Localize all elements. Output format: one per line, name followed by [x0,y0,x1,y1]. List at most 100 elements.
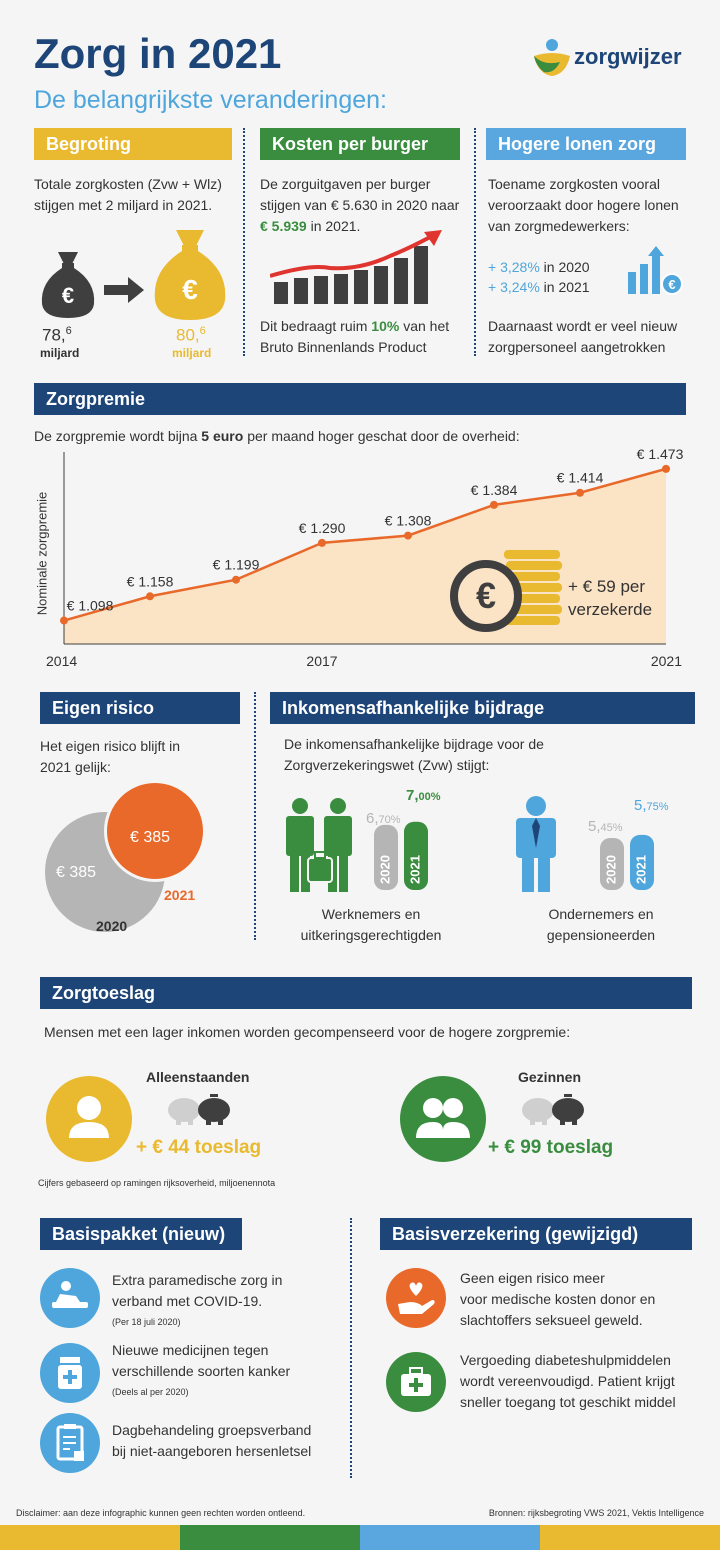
pct-2021-group2: 5,75% [634,797,669,814]
basispakket-item-2: Nieuwe medicijnen tegen verschillende soo… [112,1342,291,1397]
single-person-badge [46,1076,132,1162]
first-aid-kit-icon [401,1367,431,1396]
data-point [404,531,412,540]
basisverzekering-item-2: Vergoeding diabeteshulpmiddelen wordt ver… [460,1352,676,1410]
family-label: Gezinnen [518,1069,582,1085]
value-2021: 80,6 [176,325,206,345]
data-label: € 1.384 [471,482,518,498]
group1-label: Werknemers en uitkeringsgerechtigden [300,906,442,943]
single-label: Alleenstaanden [146,1069,250,1085]
bar-year-label: 2021 [633,855,648,884]
money-bag-yellow-icon: € [154,230,226,320]
heart-hand-icon [398,1282,435,1314]
arrow-right-icon [104,277,144,303]
tag-basisverzekering: Basisverzekering (gewijzigd) [380,1218,692,1250]
money-bag-gray-icon: € [41,252,95,318]
value-2020: 78,6 [42,325,72,345]
first-aid-badge [386,1352,446,1412]
divider [254,692,256,940]
value-2021: € 385 [130,829,171,846]
basispakket-item-1: Extra paramedische zorg in verband met CO… [112,1272,283,1327]
rising-bars-icon [270,230,442,304]
page-title: Zorg in 2021 [34,30,282,77]
tag-zorgtoeslag: Zorgtoeslag [40,977,692,1009]
bar-year-label: 2021 [407,855,422,884]
pct-2020-group1: 6,70% [366,810,401,827]
physio-badge [40,1268,100,1328]
bar-year-label: 2020 [603,855,618,884]
bar [600,838,624,890]
divider [474,128,476,356]
value-2020: € 385 [56,864,97,881]
wage-growth-icon: € [628,246,683,295]
lonen-bottom-text: Daarnaast wordt er veel nieuw zorgperson… [488,318,678,355]
data-label: € 1.158 [127,573,174,589]
business-person-icon [516,796,556,892]
data-label: € 1.308 [385,513,432,529]
bar [374,824,398,890]
tag-begroting: Begroting [34,128,232,160]
unit-2020: miljard [40,346,80,360]
disclaimer: Disclaimer: aan deze infographic kunnen … [16,1508,306,1518]
piggy-banks-icon [168,1094,230,1125]
coins-stack-icon: € [450,550,562,632]
basispakket-item-3: Dagbehandeling groepsverband bij niet-aan… [112,1422,312,1459]
tag-hogere-lonen: Hogere lonen zorg [486,128,686,160]
tag-inkomensafhankelijke-bijdrage: Inkomensafhankelijke bijdrage [270,692,695,724]
group2-label: Ondernemers en gepensioneerden [546,906,656,943]
year-2020: 2020 [96,918,128,934]
kosten-bottom-text: Dit bedraagt ruim 10% van het Bruto Binn… [260,318,450,355]
tag-kosten-per-burger: Kosten per burger [260,128,460,160]
pct-2021-group1: 7,00% [406,787,441,804]
y-axis-label: Nominale zorgpremie [34,491,50,616]
data-label: € 1.414 [557,470,604,486]
lonen-text: Toename zorgkosten vooral veroorzaakt do… [488,176,679,234]
zorgwijzer-logo: zorgwijzer [530,36,690,80]
y-axis-label-wrap: Nominale zorgpremie [30,468,54,644]
pct-2020-group2: 5,45% [588,818,623,835]
begroting-text: Totale zorgkosten (Zvw + Wlz) stijgen me… [34,176,222,213]
footer-bar-blue [360,1525,540,1550]
footer-bar-yellow [0,1525,180,1550]
series-line [63,467,667,622]
bar-year-label: 2020 [377,855,392,884]
premie-callout-line2: verzekerde [568,600,653,619]
tag-zorgpremie: Zorgpremie [34,383,686,415]
data-label: € 1.473 [637,448,684,462]
data-point [576,488,584,497]
x-tick-label: 2021 [651,653,682,669]
bar [404,821,428,890]
clipboard-badge [40,1413,100,1473]
piggy-banks-icon [522,1094,584,1125]
inkomens-text: De inkomensafhankelijke bijdrage voor de… [284,736,544,773]
workers-icon [286,798,352,892]
kosten-text: De zorguitgaven per burger stijgen van €… [260,176,460,234]
data-label: € 1.290 [299,520,346,536]
zorgtoeslag-footnote: Cijfers gebaseerd op ramingen rijksoverh… [38,1178,276,1188]
logo-text: zorgwijzer [574,44,682,69]
x-tick-label: 2014 [46,653,77,669]
year-2021: 2021 [164,887,196,903]
single-value: + € 44 toeslag [136,1137,262,1158]
divider [350,1218,352,1478]
zorgpremie-chart: € 1.098 € 1.158 € 1.199 € 1.290 € 1.308 € 1.3… [46,448,684,669]
data-point [60,616,68,625]
data-label: € 1.199 [213,557,260,573]
family-badge [400,1076,486,1162]
page-subtitle: De belangrijkste veranderingen: [34,86,387,114]
medicine-jar-icon [58,1357,82,1389]
euro-symbol: € [182,274,198,305]
data-point [490,500,498,509]
zorgpremie-intro: De zorgpremie wordt bijna 5 euro per maa… [34,428,520,444]
footer-bar-yellow [540,1525,720,1550]
single-person-icon [69,1096,109,1138]
basisverzekering-item-1: Geen eigen risico meer voor medische kost… [460,1270,656,1328]
lonen-2020-line: + 3,28% in 2020 [488,259,590,275]
logo-mark-icon [534,39,570,76]
bar [630,834,654,890]
sources: Bronnen: rijksbegroting VWS 2021, Vektis… [488,1508,704,1518]
medicine-badge [40,1343,100,1403]
circle-2021 [104,780,206,882]
data-point [662,464,670,473]
eigenrisico-text: Het eigen risico blijft in 2021 gelijk: [40,738,181,775]
